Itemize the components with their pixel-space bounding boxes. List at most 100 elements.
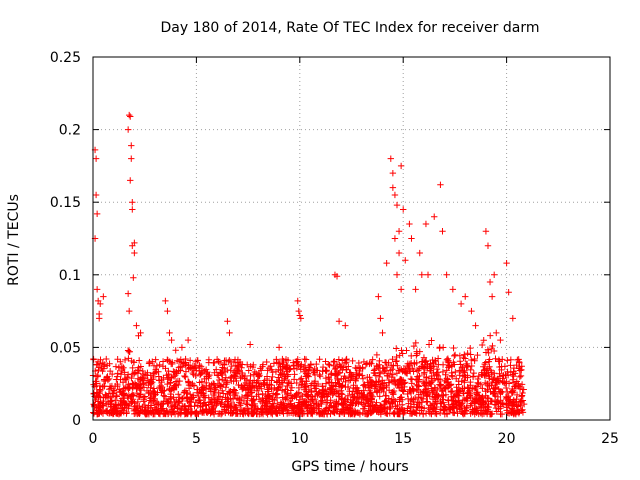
background-point	[239, 361, 246, 368]
background-point	[156, 361, 163, 369]
background-point	[184, 378, 192, 385]
background-point	[467, 378, 474, 386]
data-point	[93, 286, 101, 293]
background-point	[478, 371, 485, 378]
background-point	[194, 357, 201, 364]
background-point	[355, 398, 363, 406]
background-point	[233, 406, 241, 413]
background-point	[485, 358, 493, 365]
background-point	[284, 389, 291, 397]
background-point	[461, 367, 468, 374]
background-point	[175, 397, 182, 405]
background-point	[313, 401, 321, 408]
background-point	[152, 356, 159, 363]
background-point	[325, 391, 332, 398]
data-point	[168, 336, 175, 344]
background-point	[215, 389, 222, 396]
y-tick-label: 0.1	[59, 268, 81, 284]
background-point	[141, 393, 149, 400]
background-point	[265, 364, 273, 372]
background-point	[239, 369, 246, 377]
background-point	[420, 410, 427, 418]
background-point	[503, 394, 511, 401]
background-point	[277, 363, 284, 371]
background-point	[155, 377, 163, 384]
background-point	[190, 382, 198, 390]
background-point	[487, 398, 494, 405]
background-point	[423, 373, 430, 381]
background-point	[218, 408, 226, 415]
background-point	[463, 403, 471, 411]
background-point	[347, 369, 354, 376]
background-point	[186, 357, 194, 364]
background-point	[274, 385, 282, 393]
background-point	[158, 389, 165, 396]
background-point	[321, 388, 329, 395]
background-point	[241, 407, 248, 414]
x-tick-label: 20	[498, 431, 516, 447]
background-point	[456, 352, 464, 359]
data-point	[137, 329, 144, 337]
background-point	[167, 374, 175, 381]
background-point	[449, 388, 456, 395]
background-point	[150, 373, 157, 381]
background-point	[176, 409, 183, 417]
background-point	[376, 393, 383, 400]
background-point	[90, 356, 97, 363]
background-point	[443, 379, 451, 386]
background-point	[104, 373, 111, 380]
background-point	[113, 393, 121, 400]
background-point	[330, 358, 337, 366]
data-point	[164, 307, 171, 315]
background-point	[287, 392, 295, 399]
background-point	[140, 384, 148, 391]
background-point	[219, 396, 226, 403]
background-point	[513, 391, 521, 399]
background-point	[237, 402, 244, 409]
background-point	[488, 410, 496, 417]
background-point	[276, 380, 283, 388]
background-point	[413, 404, 420, 411]
data-point	[133, 322, 140, 329]
background-point	[457, 401, 464, 408]
background-point	[151, 390, 158, 398]
background-point	[415, 383, 423, 390]
background-point	[243, 382, 251, 389]
background-point	[293, 379, 300, 387]
background-point	[290, 365, 298, 373]
background-point	[429, 389, 436, 396]
background-point	[413, 350, 421, 357]
background-point	[428, 372, 435, 380]
background-point	[273, 359, 281, 366]
background-point	[458, 408, 465, 415]
background-point	[413, 386, 420, 394]
background-point	[390, 362, 397, 369]
data-point	[131, 249, 138, 257]
background-point	[389, 400, 396, 408]
data-point	[418, 271, 426, 278]
background-point	[413, 366, 421, 374]
background-point	[502, 393, 510, 401]
background-point	[167, 395, 174, 402]
background-point	[163, 372, 170, 379]
background-point	[517, 402, 524, 409]
background-point	[412, 339, 419, 347]
background-point	[333, 360, 341, 368]
background-point	[308, 387, 315, 395]
background-point	[201, 375, 208, 383]
background-point	[411, 394, 419, 402]
background-point	[267, 410, 275, 417]
background-point	[360, 387, 367, 394]
background-point	[409, 385, 416, 392]
background-point	[484, 386, 491, 393]
background-point	[508, 409, 515, 417]
data-point	[439, 228, 446, 235]
background-point	[237, 400, 245, 407]
background-point	[377, 382, 384, 390]
background-point	[399, 368, 406, 375]
background-point	[331, 358, 338, 365]
background-point	[434, 355, 442, 362]
background-point	[209, 403, 216, 410]
background-point	[326, 376, 333, 383]
background-point	[408, 376, 416, 383]
